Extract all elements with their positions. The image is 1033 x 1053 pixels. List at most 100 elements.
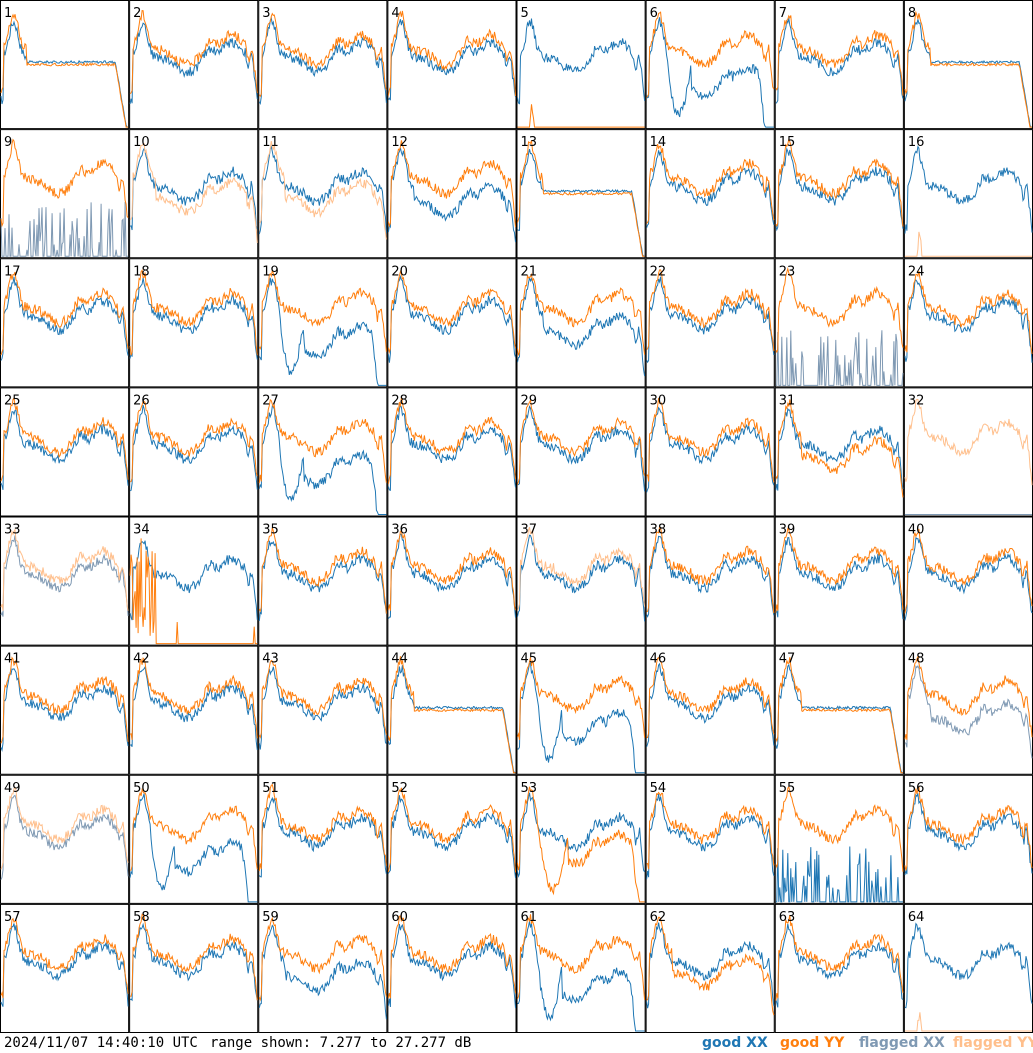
series-xx-line <box>646 276 775 364</box>
panel-number-label: 55 <box>779 781 796 796</box>
series-yy-line <box>646 397 775 483</box>
panel-29: 29 <box>516 387 646 517</box>
series-yy-line <box>904 654 1033 740</box>
panel-frame <box>258 645 388 775</box>
panel-number-label: 64 <box>908 910 925 925</box>
panel-31: 31 <box>774 387 904 517</box>
series-xx-line <box>517 792 646 878</box>
panel-number-label: 35 <box>262 523 279 538</box>
series-yy-line <box>129 10 258 95</box>
panel-number-label: 18 <box>133 264 150 279</box>
panel-frame <box>774 516 904 646</box>
panel-18: 18 <box>129 258 259 388</box>
series-yy-line <box>517 914 646 1000</box>
panel-37: 37 <box>516 516 646 646</box>
series-xx-line <box>258 145 387 235</box>
series-yy-line <box>0 527 129 611</box>
series-xx-line <box>517 921 645 1032</box>
panel-9: 9 <box>0 129 130 259</box>
panel-frame <box>258 129 388 259</box>
series-yy-line <box>517 104 645 128</box>
panel-24: 24 <box>903 258 1033 388</box>
panel-30: 30 <box>645 387 775 517</box>
series-yy-line <box>517 398 646 485</box>
panel-23: 23 <box>774 258 904 388</box>
panel-frame <box>387 129 517 259</box>
panel-number-label: 22 <box>650 264 667 279</box>
series-yy-line <box>646 143 775 224</box>
panel-44: 44 <box>387 645 517 775</box>
panel-35: 35 <box>258 516 388 646</box>
panel-number-label: 44 <box>391 652 408 667</box>
panel-number-label: 13 <box>521 135 538 150</box>
status-footer: 2024/11/07 14:40:10 UTC range shown: 7.2… <box>0 1033 1033 1053</box>
panel-38: 38 <box>645 516 775 646</box>
panel-number-label: 14 <box>650 135 667 150</box>
series-xx-line <box>517 275 646 377</box>
series-yy-line <box>387 529 516 611</box>
series-xx-line <box>646 150 775 228</box>
series-yy-line <box>258 12 387 98</box>
panel-frame <box>516 258 646 388</box>
series-yy-line <box>258 527 387 614</box>
panel-number-label: 10 <box>133 135 150 150</box>
series-xx-line <box>775 407 904 491</box>
series-xx-line <box>904 19 1032 128</box>
panel-27: 27 <box>258 387 388 517</box>
series-yy-line <box>646 916 775 1016</box>
panel-number-label: 33 <box>4 523 21 538</box>
panel-number-label: 47 <box>779 652 796 667</box>
panel-7: 7 <box>774 0 904 130</box>
series-xx-line <box>646 17 774 128</box>
panel-number-label: 39 <box>779 523 796 538</box>
series-yy-line <box>775 14 904 96</box>
series-yy-line <box>517 272 646 356</box>
series-xx-line <box>129 147 258 231</box>
panel-number-label: 31 <box>779 393 796 408</box>
panel-frame <box>129 0 259 130</box>
panel-number-label: 4 <box>391 6 399 21</box>
series-xx-line <box>775 146 904 232</box>
panel-number-label: 30 <box>650 393 667 408</box>
panel-number-label: 60 <box>391 910 408 925</box>
panel-number-label: 63 <box>779 910 796 925</box>
series-xx-line <box>775 537 904 620</box>
series-yy-line <box>0 271 129 356</box>
panel-number-label: 43 <box>262 652 279 667</box>
panel-frame <box>903 903 1033 1033</box>
series-yy-line <box>129 142 258 243</box>
panel-number-label: 54 <box>650 781 667 796</box>
panel-14: 14 <box>645 129 775 259</box>
series-yy-line <box>517 140 645 257</box>
panel-number-label: 15 <box>779 135 796 150</box>
series-yy-line <box>387 656 516 774</box>
series-yy-line <box>0 656 129 744</box>
panel-42: 42 <box>129 645 259 775</box>
panel-number-label: 57 <box>4 910 21 925</box>
panel-number-label: 26 <box>133 393 150 408</box>
series-xx-line <box>129 22 258 104</box>
panel-41: 41 <box>0 645 130 775</box>
panel-number-label: 5 <box>521 6 529 21</box>
panel-number-label: 19 <box>262 264 279 279</box>
panel-number-label: 9 <box>4 135 12 150</box>
panel-number-label: 11 <box>262 135 279 150</box>
panel-frame <box>129 645 259 775</box>
series-xx-line <box>387 403 516 492</box>
series-xx-line <box>258 666 387 750</box>
series-xx-line <box>258 540 387 622</box>
panel-48: 48 <box>903 645 1033 775</box>
series-xx-line <box>646 535 775 618</box>
panel-frame <box>387 258 517 388</box>
panel-3: 3 <box>258 0 388 130</box>
panel-number-label: 7 <box>779 6 787 21</box>
panel-number-label: 27 <box>262 393 279 408</box>
panel-number-label: 38 <box>650 523 667 538</box>
panel-number-label: 28 <box>391 393 408 408</box>
series-xx-line <box>0 794 129 880</box>
panel-52: 52 <box>387 774 517 904</box>
series-xx-line <box>258 796 387 878</box>
panel-58: 58 <box>129 903 259 1033</box>
panel-number-label: 41 <box>4 652 21 667</box>
series-yy-line <box>258 268 387 352</box>
